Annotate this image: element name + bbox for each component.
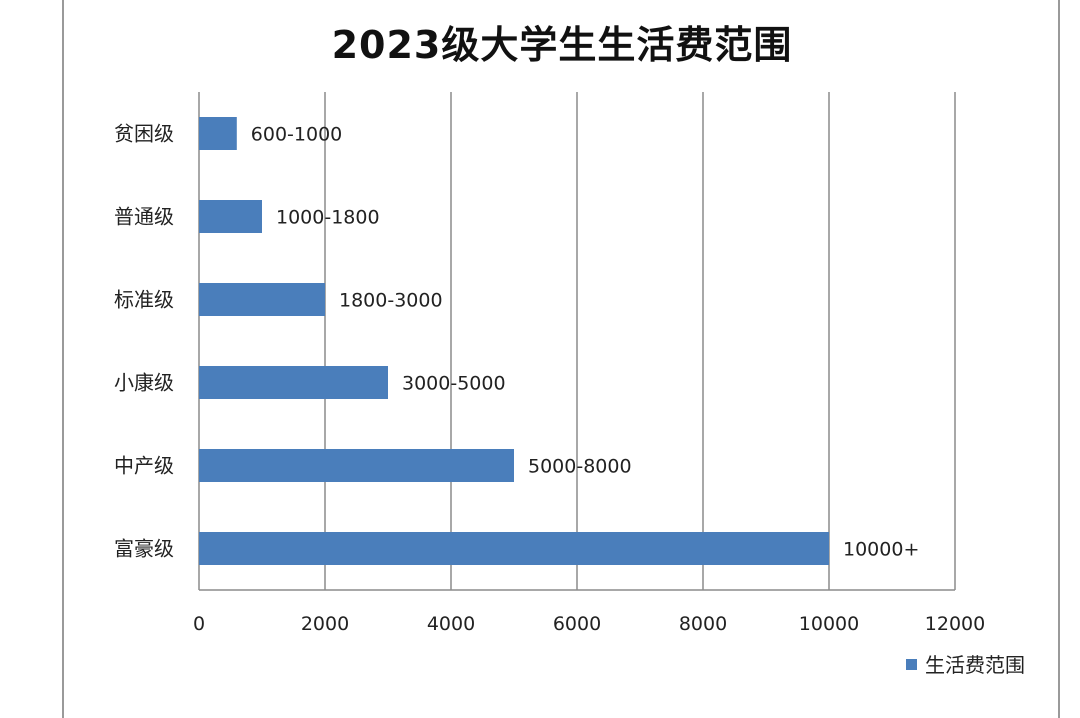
category-label: 中产级 xyxy=(114,454,174,478)
category-label: 富豪级 xyxy=(114,537,174,561)
x-tick-labels: 0 2000 4000 6000 8000 10000 12000 xyxy=(193,613,985,635)
gridlines xyxy=(198,92,956,591)
chart-title: 2023级大学生生活费范围 xyxy=(331,23,793,67)
bars xyxy=(199,117,829,565)
category-label: 普通级 xyxy=(114,205,174,229)
data-label: 5000-8000 xyxy=(528,456,632,478)
x-tick-label: 10000 xyxy=(799,613,859,635)
x-tick-label: 0 xyxy=(193,613,205,635)
bar xyxy=(199,532,829,565)
category-label: 标准级 xyxy=(114,288,174,312)
bar xyxy=(199,366,388,399)
data-label: 3000-5000 xyxy=(402,373,506,395)
bar xyxy=(199,449,514,482)
legend-swatch xyxy=(906,659,917,670)
x-tick-label: 6000 xyxy=(553,613,601,635)
legend-label: 生活费范围 xyxy=(925,653,1025,677)
data-labels: 600-1000 1000-1800 1800-3000 3000-5000 5000-… xyxy=(251,124,920,561)
data-label: 1000-1800 xyxy=(276,207,380,229)
bar xyxy=(199,117,237,150)
x-tick-label: 4000 xyxy=(427,613,475,635)
legend: 生活费范围 xyxy=(906,653,1025,677)
data-label: 10000+ xyxy=(843,539,919,561)
category-label: 贫困级 xyxy=(114,122,174,146)
bar xyxy=(199,200,262,233)
x-tick-label: 12000 xyxy=(925,613,985,635)
category-label: 小康级 xyxy=(114,371,174,395)
chart-frame xyxy=(62,0,1060,718)
data-label: 600-1000 xyxy=(251,124,342,146)
bar xyxy=(199,283,325,316)
x-tick-label: 2000 xyxy=(301,613,349,635)
x-tick-label: 8000 xyxy=(679,613,727,635)
data-label: 1800-3000 xyxy=(339,290,443,312)
